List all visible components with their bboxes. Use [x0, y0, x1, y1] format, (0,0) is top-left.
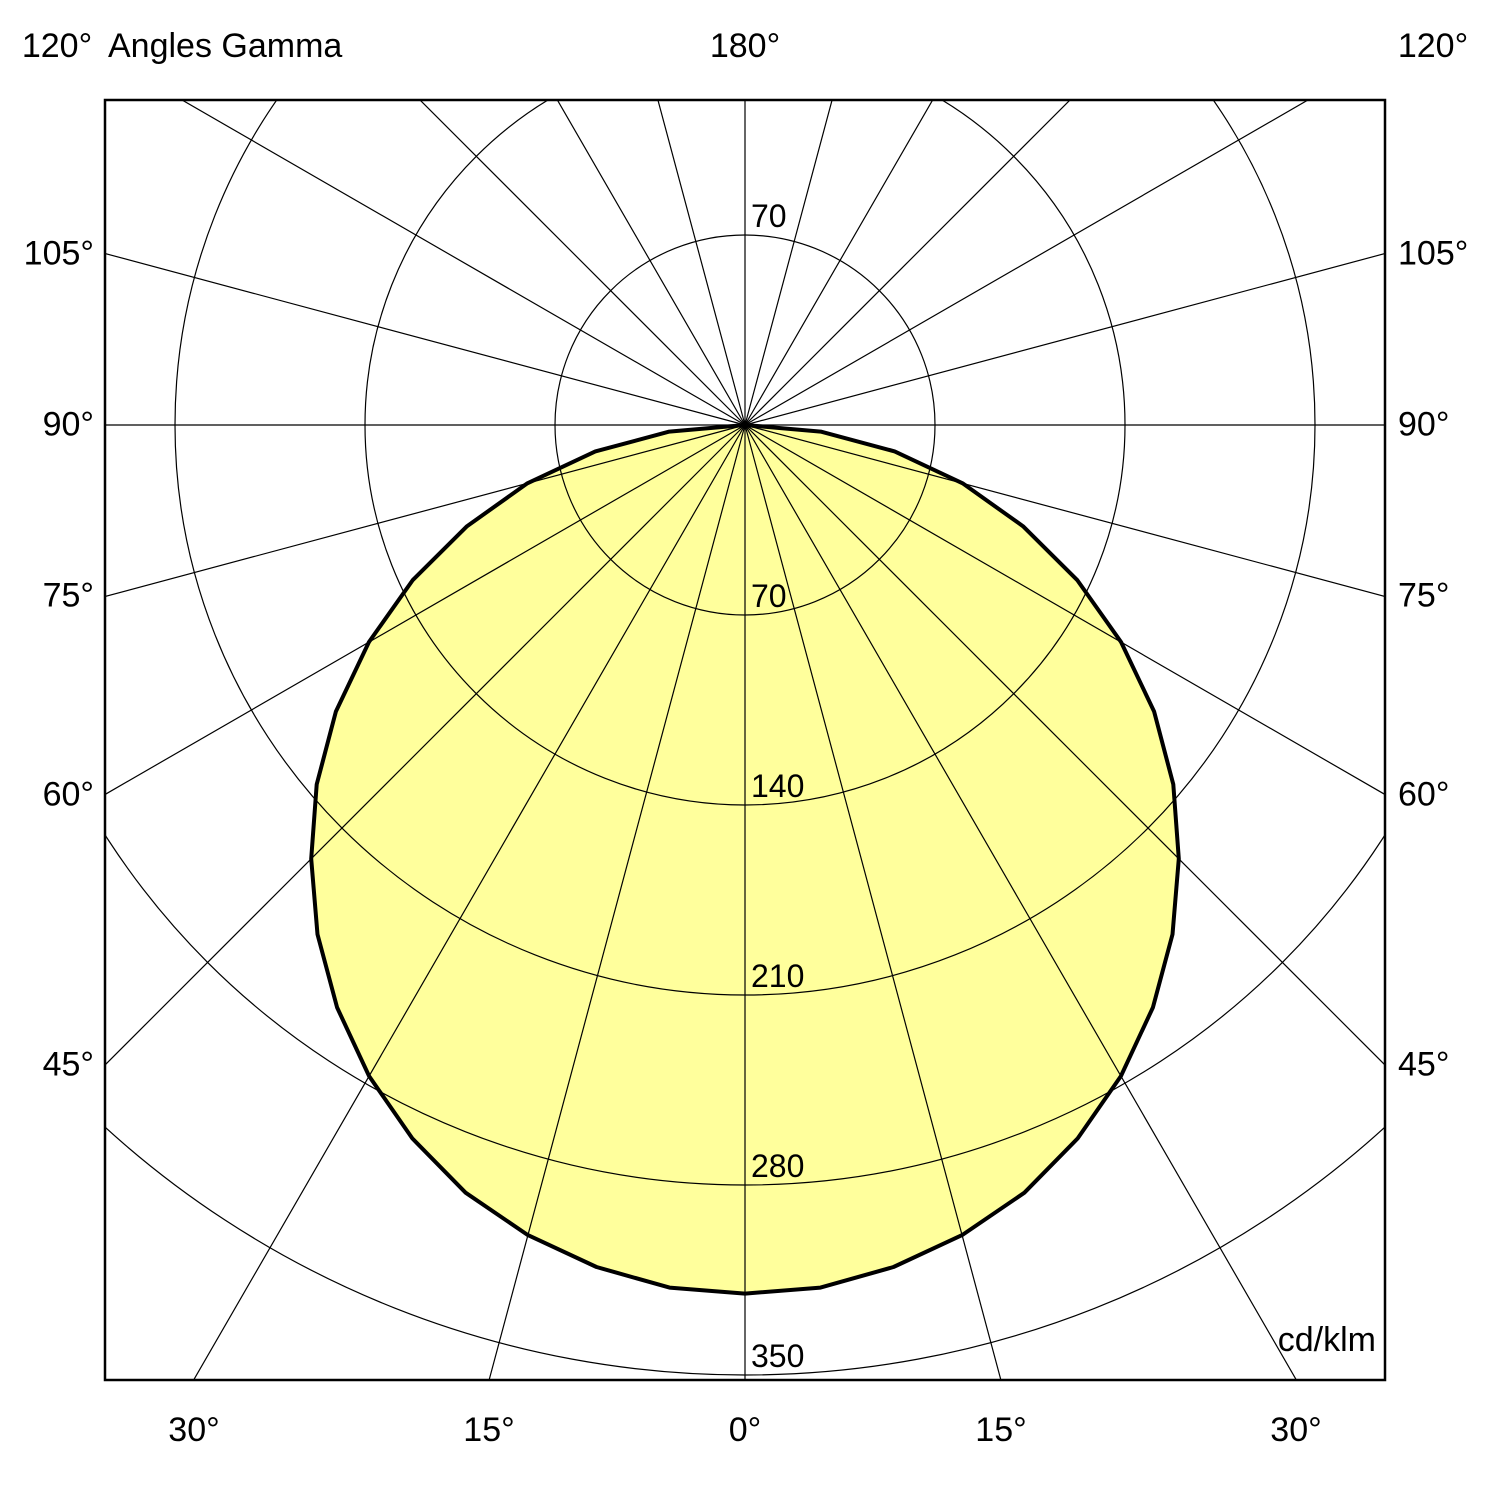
chart-title: Angles Gamma [108, 27, 343, 65]
unit-label: cd/klm [1277, 1321, 1376, 1359]
gamma-label-left-90: 90° [42, 405, 94, 444]
gamma-label-right-60: 60° [1398, 775, 1450, 814]
radial-tick-label-140: 140 [751, 768, 805, 804]
gamma-label-right-105: 105° [1398, 234, 1469, 273]
gamma-label-bottom-0: 30° [168, 1411, 220, 1449]
gamma-label-left-105: 105° [23, 234, 94, 273]
gamma-label-bottom-1: 15° [463, 1411, 515, 1449]
gamma-label-120-right: 120° [1397, 27, 1469, 65]
radial-tick-label-350: 350 [751, 1338, 805, 1374]
radial-tick-label-280: 280 [751, 1148, 805, 1184]
gamma-label-bottom-4: 30° [1270, 1411, 1322, 1449]
plot-border [103, 98, 1387, 1382]
gamma-label-left-60: 60° [42, 775, 94, 814]
radial-tick-label-70-top: 70 [751, 198, 787, 234]
gamma-label-180: 180° [709, 27, 781, 65]
gamma-label-bottom-3: 15° [975, 1411, 1027, 1449]
radial-tick-label-210: 210 [751, 958, 805, 994]
gamma-label-right-45: 45° [1398, 1045, 1450, 1084]
radial-tick-label-70: 70 [751, 578, 787, 614]
gamma-label-left-75: 75° [42, 576, 94, 615]
gamma-label-right-75: 75° [1398, 576, 1450, 615]
light-distribution-outline [309, 423, 1181, 1296]
gamma-label-left-45: 45° [42, 1045, 94, 1084]
gamma-label-bottom-2: 0° [728, 1411, 762, 1449]
gamma-label-right-90: 90° [1398, 405, 1450, 444]
gamma-label-120-left: 120° [21, 27, 93, 65]
